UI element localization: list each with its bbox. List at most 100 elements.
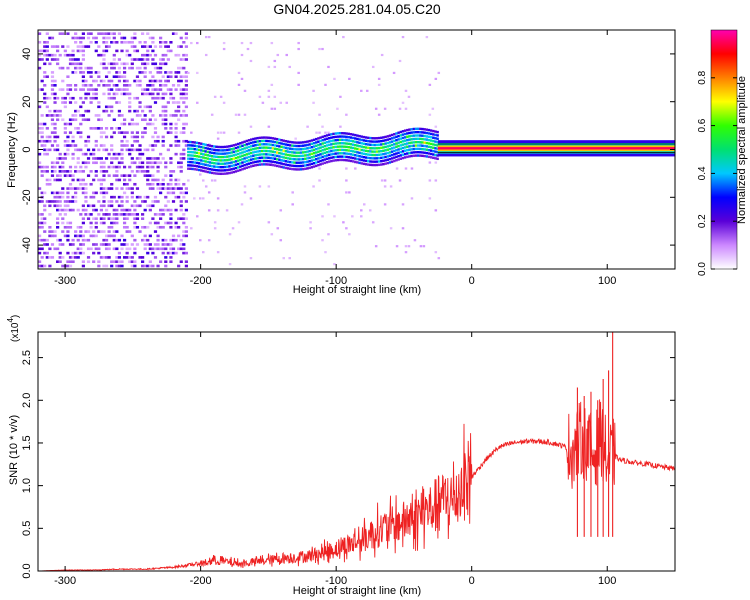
spectrogram-cell [53, 101, 57, 104]
spectrogram-cell [232, 170, 236, 174]
spectrogram-cell [97, 127, 101, 130]
spectrogram-cell [107, 256, 111, 259]
spectrogram-cell [401, 140, 405, 143]
spectrogram-cell [206, 164, 210, 167]
spectrogram-cell [117, 256, 122, 259]
spectrogram-cell [74, 144, 78, 147]
spectrogram-cell [143, 174, 147, 177]
spectrogram-cell [393, 159, 396, 163]
spectrogram-cell [45, 238, 49, 242]
spectrogram-cell [156, 71, 160, 74]
spectrogram-cell [269, 150, 272, 153]
spectrogram-cell [247, 139, 251, 142]
y-tick-label: -20 [21, 189, 33, 205]
spectrogram-cell [169, 75, 173, 79]
spectrogram-cell [309, 221, 312, 224]
spectrogram-cell [182, 66, 186, 70]
spectrogram-cell [110, 221, 114, 225]
spectrogram-cell [107, 114, 111, 117]
spectrogram-cell [81, 71, 85, 74]
spectrogram-cell [53, 58, 57, 61]
spectrogram-cell [43, 144, 47, 147]
spectrogram-cell [53, 79, 57, 83]
spectrogram-cell [161, 225, 165, 229]
spectrogram-cell [364, 153, 368, 156]
spectrogram-cell [427, 148, 431, 152]
spectrogram-cell [74, 114, 78, 117]
spectrogram-cell [193, 168, 196, 171]
spectrogram-cell [74, 66, 78, 70]
spectrogram-cell [358, 134, 361, 138]
spectrogram-cell [38, 58, 42, 61]
spectrogram-cell [143, 88, 147, 91]
spectrogram-cell [282, 152, 285, 156]
spectrogram-cell [133, 251, 137, 255]
spectrogram-cell [107, 217, 111, 220]
spectrogram-cell [92, 260, 96, 263]
spectrogram-cell [252, 151, 255, 154]
spectrogram-cell [395, 149, 398, 152]
spectrogram-cell [68, 256, 73, 259]
spectrogram-cell [148, 234, 152, 238]
spectrogram-cell [380, 146, 383, 150]
spectrogram-cell [177, 105, 181, 109]
spectrogram-cell [302, 161, 305, 164]
spectrogram-cell [156, 213, 160, 216]
spectrogram-cell [74, 200, 78, 203]
spectrogram-cell [68, 62, 73, 66]
spectrogram-cell [262, 143, 266, 146]
spectrogram-cell [99, 118, 104, 122]
spectrogram-cell [63, 234, 67, 238]
spectrogram-cell [122, 217, 127, 220]
spectrogram-cell [343, 142, 346, 145]
spectrogram-cell [285, 101, 288, 104]
spectrogram-cell [86, 88, 91, 91]
spectrogram-cell [410, 167, 414, 170]
spectrogram-cell [71, 174, 75, 177]
spectrogram-cell [271, 160, 275, 163]
spectrogram-cell [196, 101, 199, 104]
spectrogram-cell [362, 139, 366, 142]
spectrogram-cell [43, 49, 47, 53]
spectrogram-cell [128, 148, 132, 152]
spectrogram-cell [128, 122, 132, 126]
spectrogram-cell [297, 141, 301, 144]
spectrogram-cell [71, 260, 75, 263]
spectrogram-cell [416, 154, 420, 157]
spectrogram-cell [343, 145, 346, 148]
spectrogram-cell [130, 260, 134, 263]
spectrogram-cell [38, 165, 42, 169]
spectrogram-cell [236, 149, 240, 152]
spectrogram-cell [110, 200, 114, 203]
spectrogram-cell [293, 158, 296, 161]
spectrogram-cell [202, 159, 205, 163]
spectrogram-cell [187, 147, 190, 150]
spectrogram-cell [130, 204, 134, 208]
spectrogram-cell [215, 145, 218, 148]
spectrogram-cell [74, 230, 78, 233]
spectrogram-cell [356, 144, 359, 147]
spectrogram-cell [125, 174, 129, 177]
spectrogram-cell [56, 109, 60, 113]
spectrogram-cell [169, 225, 173, 229]
spectrogram-cell [53, 109, 57, 113]
spectrogram-cell [151, 148, 155, 152]
spectrogram-cell [104, 66, 109, 70]
spectrogram-cell [115, 49, 119, 53]
spectrogram-cell [94, 191, 98, 195]
spectrogram-cell [38, 238, 42, 242]
spectrogram-cell [278, 148, 281, 151]
spectrogram-cell [310, 149, 314, 152]
spectrogram-cell [208, 144, 212, 147]
spectrogram-cell [310, 145, 314, 149]
spectrogram-cell [223, 155, 227, 159]
spectrogram-cell [79, 62, 83, 66]
spectrogram-cell [159, 225, 163, 229]
spectrogram-cell [254, 147, 257, 150]
spectrogram-cell [81, 191, 85, 195]
spectrogram-cell [332, 149, 335, 152]
spectrogram-cell [334, 149, 337, 152]
spectrogram-cell [234, 170, 238, 173]
spectrogram-cell [286, 143, 290, 147]
spectrogram-cell [159, 182, 163, 186]
